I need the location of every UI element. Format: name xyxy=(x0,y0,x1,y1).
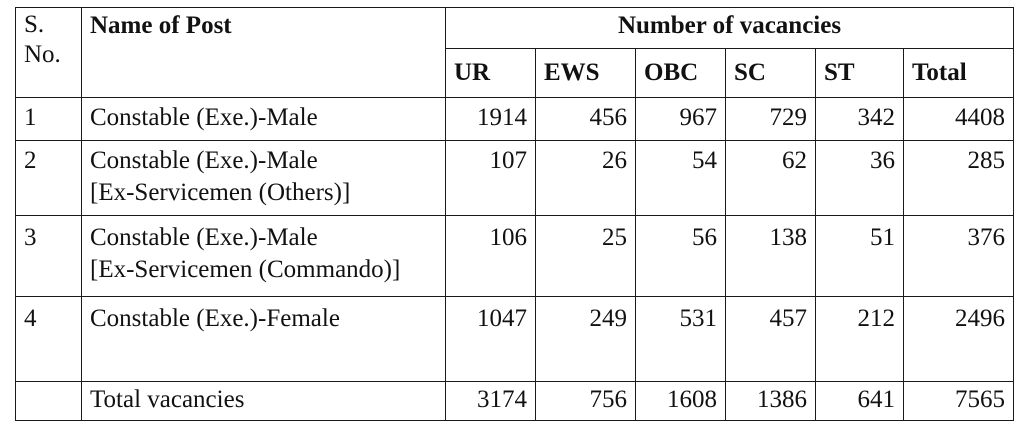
cell-sc: 62 xyxy=(725,140,816,216)
cell-sc: 138 xyxy=(725,215,816,297)
total-obc: 1608 xyxy=(635,381,726,421)
row-post-name: Constable (Exe.)-Male [Ex-Servicemen (Co… xyxy=(81,215,446,297)
col-header-st: ST xyxy=(815,48,904,98)
cell-obc: 54 xyxy=(635,140,726,216)
cell-ur: 1914 xyxy=(445,97,536,141)
total-row-sno xyxy=(15,381,82,421)
row-sno: 1 xyxy=(15,97,82,141)
cell-total: 285 xyxy=(902,140,1015,216)
col-header-ews: EWS xyxy=(535,48,636,98)
col-header-total: Total xyxy=(902,48,1015,98)
post-name-line: [Ex-Servicemen (Others)] xyxy=(90,179,351,206)
cell-st: 51 xyxy=(815,215,904,297)
table-row: 1 Constable (Exe.)-Male 1914 456 967 729… xyxy=(15,97,1015,141)
col-header-ur: UR xyxy=(445,48,536,98)
row-post-name: Constable (Exe.)-Male xyxy=(81,97,446,141)
cell-ur: 107 xyxy=(445,140,536,216)
post-name-line: Constable (Exe.)-Female xyxy=(90,305,340,332)
header-row-1: S. No. Name of Post Number of vacancies xyxy=(15,7,1015,98)
table-row: 4 Constable (Exe.)-Female 1047 249 531 4… xyxy=(15,296,1015,382)
row-sno: 2 xyxy=(15,140,82,216)
cell-ews: 249 xyxy=(535,296,636,382)
total-label: Total vacancies xyxy=(81,381,446,421)
sno-header: S. No. xyxy=(15,7,82,98)
post-name-line: Constable (Exe.)-Male xyxy=(90,147,318,174)
table-row: 2 Constable (Exe.)-Male [Ex-Servicemen (… xyxy=(15,140,1015,216)
col-header-obc: OBC xyxy=(635,48,726,98)
cell-ur: 106 xyxy=(445,215,536,297)
total-total: 7565 xyxy=(902,381,1015,421)
name-of-post-header: Name of Post xyxy=(81,7,446,98)
row-sno: 3 xyxy=(15,215,82,297)
cell-st: 36 xyxy=(815,140,904,216)
row-post-name: Constable (Exe.)-Male [Ex-Servicemen (Ot… xyxy=(81,140,446,216)
cell-ur: 1047 xyxy=(445,296,536,382)
cell-sc: 729 xyxy=(725,97,816,141)
number-of-vacancies-header: Number of vacancies xyxy=(444,7,1015,49)
sno-header-line1: S. xyxy=(24,11,45,38)
cell-st: 342 xyxy=(815,97,904,141)
sno-header-line2: No. xyxy=(24,41,61,68)
cell-sc: 457 xyxy=(725,296,816,382)
post-name-line: Constable (Exe.)-Male xyxy=(90,224,318,251)
row-post-name: Constable (Exe.)-Female xyxy=(81,296,446,382)
cell-ews: 26 xyxy=(535,140,636,216)
total-sc: 1386 xyxy=(725,381,816,421)
col-header-sc: SC xyxy=(725,48,816,98)
cell-total: 376 xyxy=(902,215,1015,297)
cell-obc: 967 xyxy=(635,97,726,141)
row-sno: 4 xyxy=(15,296,82,382)
cell-total: 4408 xyxy=(902,97,1015,141)
total-ur: 3174 xyxy=(445,381,536,421)
post-name-line: [Ex-Servicemen (Commando)] xyxy=(90,256,401,283)
total-ews: 756 xyxy=(535,381,636,421)
cell-ews: 456 xyxy=(535,97,636,141)
cell-st: 212 xyxy=(815,296,904,382)
cell-obc: 531 xyxy=(635,296,726,382)
cell-obc: 56 xyxy=(635,215,726,297)
vacancy-table: S. No. Name of Post Number of vacancies … xyxy=(15,7,1015,421)
table-row: 3 Constable (Exe.)-Male [Ex-Servicemen (… xyxy=(15,215,1015,297)
total-row: Total vacancies 3174 756 1608 1386 641 7… xyxy=(15,381,1015,421)
post-name-line: Constable (Exe.)-Male xyxy=(90,104,318,131)
total-st: 641 xyxy=(815,381,904,421)
cell-total: 2496 xyxy=(902,296,1015,382)
cell-ews: 25 xyxy=(535,215,636,297)
